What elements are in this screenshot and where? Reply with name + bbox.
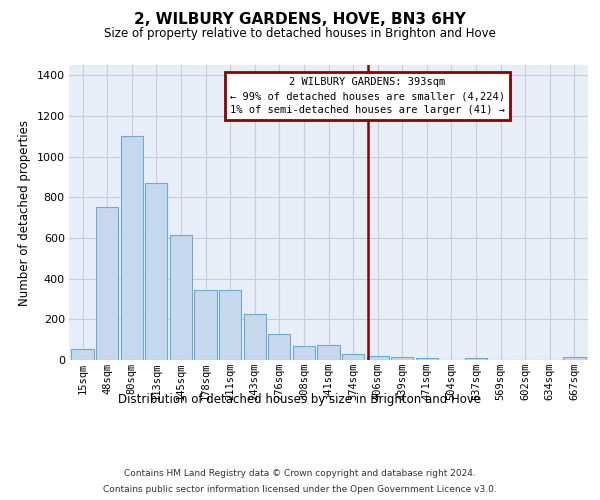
Bar (391, 357, 413, 360)
Bar (563, 357, 586, 360)
Bar (293, 346, 315, 360)
Bar (194, 290, 217, 360)
Bar (367, 356, 389, 360)
Text: Distribution of detached houses by size in Brighton and Hove: Distribution of detached houses by size … (118, 392, 482, 406)
Text: Contains HM Land Registry data © Crown copyright and database right 2024.: Contains HM Land Registry data © Crown c… (124, 468, 476, 477)
Text: Size of property relative to detached houses in Brighton and Hove: Size of property relative to detached ho… (104, 28, 496, 40)
Bar (71, 350, 94, 360)
Text: Contains public sector information licensed under the Open Government Licence v3: Contains public sector information licen… (103, 485, 497, 494)
Bar (342, 354, 364, 360)
Bar (244, 314, 266, 360)
Bar (416, 358, 438, 360)
Bar (465, 358, 487, 360)
Bar (268, 334, 290, 360)
Text: 2 WILBURY GARDENS: 393sqm
← 99% of detached houses are smaller (4,224)
1% of sem: 2 WILBURY GARDENS: 393sqm ← 99% of detac… (230, 77, 505, 115)
Bar (317, 344, 340, 360)
Text: 2, WILBURY GARDENS, HOVE, BN3 6HY: 2, WILBURY GARDENS, HOVE, BN3 6HY (134, 12, 466, 28)
Bar (121, 136, 143, 360)
Bar (170, 236, 192, 360)
Y-axis label: Number of detached properties: Number of detached properties (18, 120, 31, 306)
Bar (145, 184, 167, 360)
Bar (219, 290, 241, 360)
Bar (96, 208, 118, 360)
